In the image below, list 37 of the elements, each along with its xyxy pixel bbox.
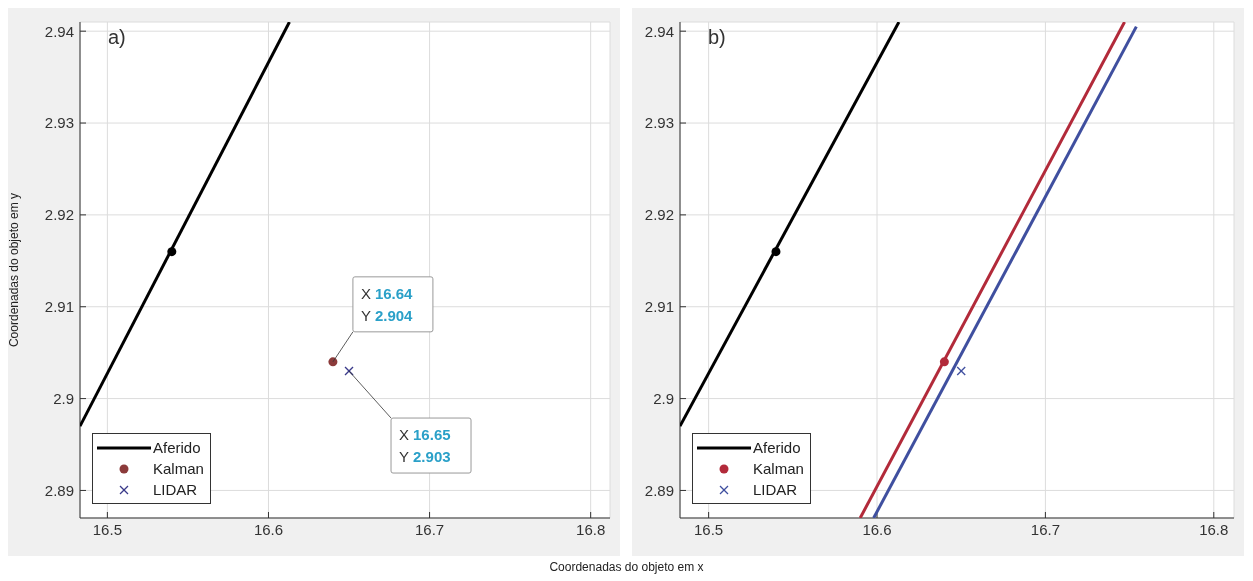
x-tick-label: 16.7	[414, 520, 445, 538]
y-tick-label: 2.93	[44, 114, 74, 132]
x-tick-label: 16.5	[92, 520, 122, 538]
y-tick-label: 2.91	[644, 298, 674, 316]
chart-title: a)	[108, 26, 126, 49]
legend-label: Kalman	[153, 460, 204, 477]
x-tick-label: 16.5	[694, 520, 724, 538]
y-tick-label: 2.89	[44, 481, 74, 499]
y-tick-label: 2.89	[644, 481, 674, 499]
y-tick-label: 2.9	[53, 389, 74, 407]
legend-label: LIDAR	[753, 481, 798, 498]
x-tick-label: 16.6	[862, 520, 892, 538]
point	[939, 357, 949, 367]
y-tick-label: 2.94	[644, 22, 674, 40]
point	[771, 247, 781, 257]
legend-label: Aferido	[153, 439, 201, 456]
annotation: X 16.64 Y 2.904	[360, 284, 414, 324]
annotation: X 16.65 Y 2.903	[399, 426, 451, 466]
legend-label: LIDAR	[153, 481, 198, 498]
x-tick-label: 16.8	[576, 520, 606, 538]
datatip-callout: X 16.64 Y 2.904	[332, 276, 434, 363]
legend-label: Aferido	[753, 439, 801, 456]
y-tick-label: 2.92	[644, 206, 674, 224]
y-axis-title: Coordenadas do objeto em y	[7, 192, 22, 348]
point	[167, 247, 177, 257]
x-tick-label: 16.6	[253, 520, 284, 538]
x-axis-title: Coordenadas do objeto em x	[548, 560, 705, 574]
y-tick-label: 2.92	[44, 206, 74, 224]
y-tick-label: 2.91	[44, 298, 74, 316]
legend-label: Kalman	[753, 460, 804, 477]
y-tick-label: 2.94	[44, 22, 74, 40]
x-tick-label: 16.7	[1030, 520, 1061, 538]
x-tick-label: 16.8	[1199, 520, 1229, 538]
chart-title: b)	[708, 26, 726, 49]
datatip-callout: X 16.65 Y 2.903	[348, 370, 472, 474]
y-tick-label: 2.9	[653, 389, 674, 407]
y-tick-label: 2.93	[644, 114, 674, 132]
